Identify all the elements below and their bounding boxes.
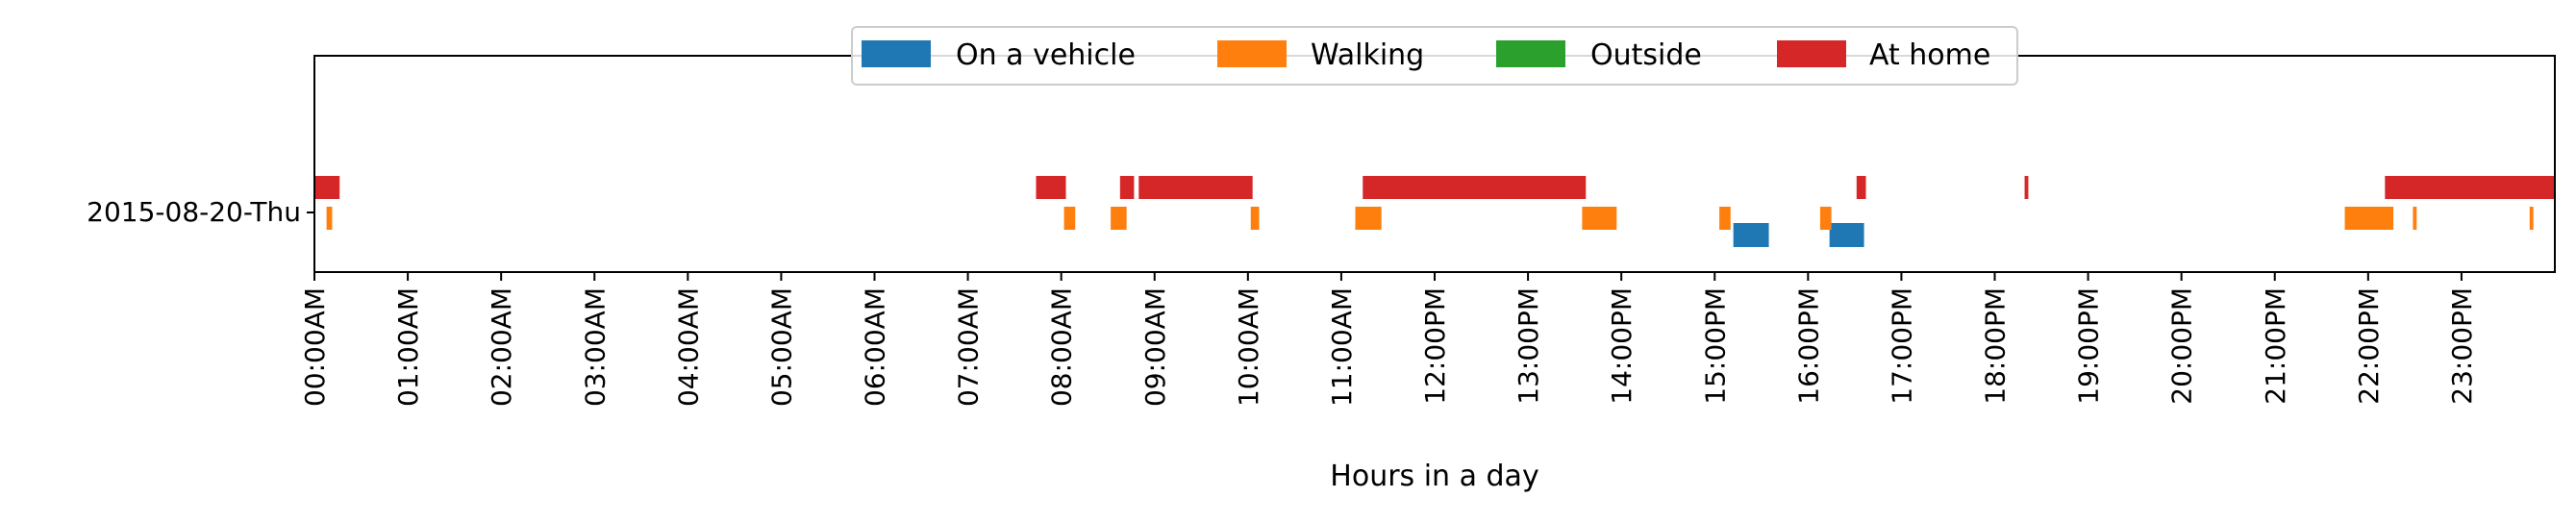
x-tick-label-18: 18:00PM: [1980, 287, 2012, 405]
bar-at-home-6: [2024, 176, 2029, 199]
legend-label-on-a-vehicle: On a vehicle: [956, 38, 1136, 72]
bar-walking-0: [326, 207, 333, 230]
bar-walking-9: [2413, 207, 2417, 230]
legend-swatch-walking: [1217, 40, 1287, 67]
x-tick-label-14: 14:00PM: [1606, 287, 1638, 405]
bar-at-home-7: [2385, 176, 2555, 199]
x-axis-label: Hours in a day: [1330, 460, 1538, 493]
bar-at-home-2: [1119, 176, 1135, 199]
x-tick-label-17: 17:00PM: [1886, 287, 1917, 405]
bar-walking-1: [1063, 207, 1076, 230]
bar-walking-7: [1819, 207, 1832, 230]
bar-walking-4: [1355, 207, 1382, 230]
x-tick-label-12: 12:00PM: [1419, 287, 1451, 405]
x-tick-label-1: 01:00AM: [392, 287, 424, 407]
bar-at-home-0: [314, 176, 340, 199]
bar-at-home-5: [1856, 176, 1866, 199]
y-tick-label: 2015-08-20-Thu: [87, 196, 301, 228]
x-tick-label-10: 10:00AM: [1233, 287, 1264, 407]
x-tick-label-15: 15:00PM: [1699, 287, 1731, 405]
bar-on-a-vehicle-1: [1829, 223, 1864, 247]
bar-walking-10: [2529, 207, 2534, 230]
x-tick-label-5: 05:00AM: [765, 287, 797, 407]
x-tick-label-3: 03:00AM: [579, 287, 611, 407]
x-tick-label-22: 22:00PM: [2353, 287, 2385, 405]
x-tick-label-23: 23:00PM: [2446, 287, 2478, 405]
bar-at-home-3: [1138, 176, 1253, 199]
x-tick-label-7: 07:00AM: [953, 287, 985, 407]
legend-swatch-on-a-vehicle: [862, 40, 931, 67]
x-tick-label-9: 09:00AM: [1139, 287, 1171, 407]
bar-on-a-vehicle-0: [1733, 223, 1769, 247]
x-tick-label-0: 00:00AM: [299, 287, 331, 407]
bar-walking-8: [2344, 207, 2394, 230]
x-tick-label-11: 11:00AM: [1326, 287, 1358, 407]
legend-swatch-outside: [1496, 40, 1565, 67]
x-tick-label-2: 02:00AM: [486, 287, 517, 407]
x-tick-label-20: 20:00PM: [2166, 287, 2198, 405]
x-tick-label-4: 04:00AM: [672, 287, 704, 407]
x-tick-label-13: 13:00PM: [1513, 287, 1544, 405]
legend-swatch-at-home: [1777, 40, 1846, 67]
bar-walking-2: [1111, 207, 1127, 230]
plot-frame: [313, 55, 2556, 273]
bar-walking-6: [1719, 207, 1731, 230]
bar-at-home-4: [1363, 176, 1587, 199]
legend-label-outside: Outside: [1590, 38, 1702, 72]
bar-walking-3: [1250, 207, 1260, 230]
x-tick-label-8: 08:00AM: [1046, 287, 1078, 407]
x-tick-label-21: 21:00PM: [2260, 287, 2291, 405]
legend-label-walking: Walking: [1311, 38, 1424, 72]
legend-label-at-home: At home: [1869, 38, 1990, 72]
x-tick-label-16: 16:00PM: [1792, 287, 1824, 405]
x-tick-label-19: 19:00PM: [2073, 287, 2105, 405]
bar-walking-5: [1582, 207, 1617, 230]
bar-at-home-1: [1036, 176, 1066, 199]
x-tick-label-6: 06:00AM: [860, 287, 891, 407]
legend-box: [851, 26, 2018, 86]
